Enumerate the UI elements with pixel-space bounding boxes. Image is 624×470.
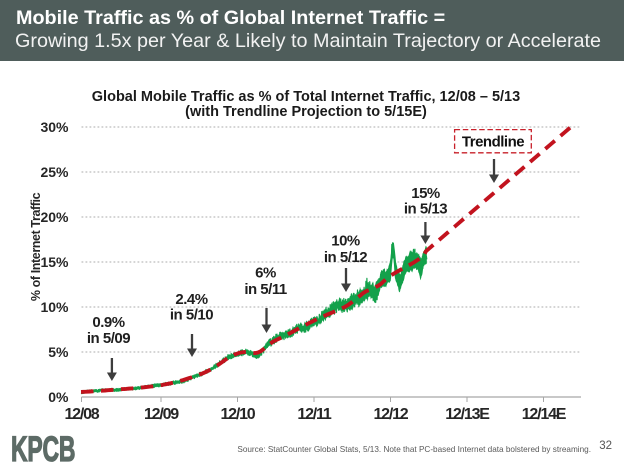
svg-text:12/11: 12/11: [297, 406, 331, 423]
svg-text:0%: 0%: [48, 389, 69, 405]
svg-text:15%: 15%: [411, 185, 440, 202]
svg-text:in 5/12: in 5/12: [324, 249, 367, 266]
svg-text:10%: 10%: [40, 299, 69, 315]
svg-text:5%: 5%: [48, 344, 69, 360]
svg-text:0.9%: 0.9%: [92, 314, 124, 331]
svg-text:20%: 20%: [40, 209, 69, 225]
svg-text:12/10: 12/10: [220, 406, 255, 423]
svg-text:12/09: 12/09: [144, 406, 179, 423]
svg-text:in 5/11: in 5/11: [244, 281, 287, 298]
svg-text:30%: 30%: [40, 119, 69, 135]
svg-text:6%: 6%: [255, 265, 276, 282]
svg-text:15%: 15%: [40, 254, 69, 270]
svg-text:2.4%: 2.4%: [175, 291, 207, 308]
svg-text:12/13E: 12/13E: [445, 406, 490, 423]
svg-text:% of Internet Traffic: % of Internet Traffic: [29, 192, 43, 301]
svg-text:10%: 10%: [331, 233, 360, 250]
svg-text:12/14E: 12/14E: [522, 406, 567, 423]
svg-text:Trendline: Trendline: [462, 134, 524, 151]
svg-text:in 5/09: in 5/09: [87, 330, 130, 347]
svg-text:in 5/10: in 5/10: [170, 307, 213, 324]
svg-text:12/12: 12/12: [373, 406, 408, 423]
svg-text:25%: 25%: [40, 164, 69, 180]
svg-text:in 5/13: in 5/13: [404, 200, 447, 217]
svg-text:12/08: 12/08: [64, 406, 99, 423]
